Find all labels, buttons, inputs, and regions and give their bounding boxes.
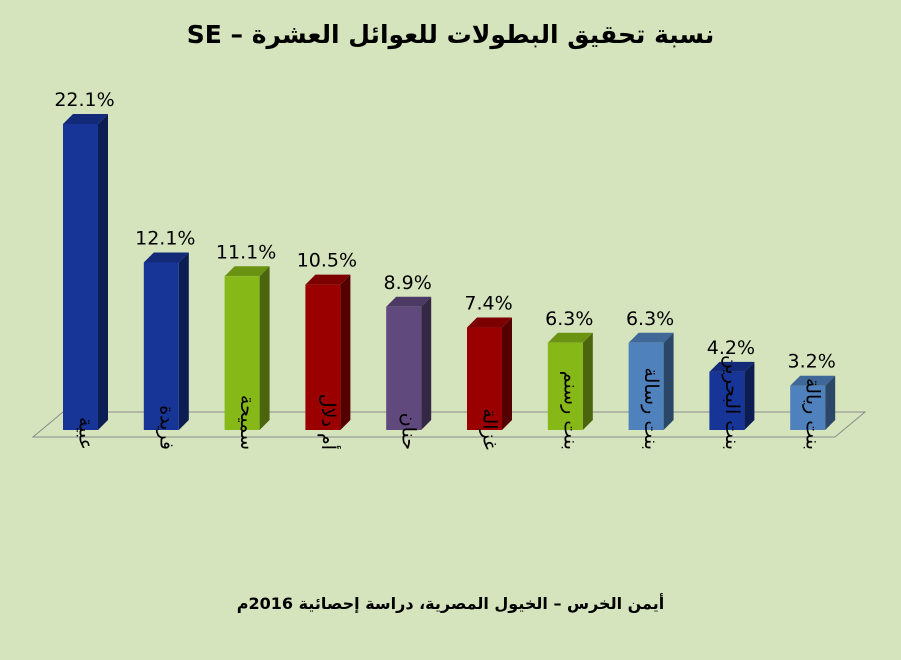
chart-source: أيمن الخرس – الخيول المصرية، دراسة إحصائ…	[236, 594, 665, 613]
category-label: أم دلال	[317, 394, 341, 450]
value-label: 7.4%	[464, 293, 512, 315]
bar-top	[547, 332, 593, 343]
bar-side	[663, 332, 674, 430]
bar-front	[143, 262, 179, 430]
category-label: بنت البحرين	[721, 355, 743, 450]
bar-top	[628, 332, 674, 343]
bar-front	[790, 385, 826, 430]
bar-side	[259, 266, 270, 430]
chart-title: نسبة تحقيق البطولات للعوائل العشرة – SE	[186, 20, 715, 49]
bar-top	[467, 317, 512, 328]
bar-top	[224, 266, 270, 277]
value-label: 6.3%	[545, 308, 593, 330]
bar-top	[305, 274, 351, 285]
bar	[143, 252, 189, 430]
bar-side	[421, 296, 432, 430]
value-label: 10.5%	[297, 250, 357, 272]
bar	[386, 296, 432, 430]
value-label: 6.3%	[626, 308, 674, 330]
bar-side	[582, 332, 593, 430]
value-labels-group: 22.1% 12.1% 11.1% 10.5% 8.9% 7.4% 6.3% 6.3% 4.2%…	[54, 89, 836, 373]
category-label: سميحة	[236, 395, 258, 450]
bar-front	[305, 284, 341, 430]
category-label: حنان	[398, 413, 420, 450]
bar-top	[63, 114, 108, 124]
bar-side	[502, 317, 512, 430]
category-label: بنت ريالة	[802, 378, 824, 450]
bar	[224, 266, 270, 430]
bar-front	[628, 342, 664, 430]
category-label: فريدة	[155, 405, 177, 450]
bar	[628, 332, 674, 430]
category-label: بنت رسنم	[559, 371, 581, 450]
value-label: 4.2%	[707, 337, 755, 359]
value-label: 22.1%	[54, 89, 114, 111]
bar-side	[98, 114, 108, 430]
bar-top	[386, 296, 432, 307]
value-label: 8.9%	[384, 272, 432, 294]
bar-side	[825, 375, 836, 430]
bar-front	[709, 371, 745, 430]
value-label: 3.2%	[788, 351, 836, 373]
bar-front	[63, 124, 98, 430]
bar	[790, 375, 836, 430]
bar	[709, 361, 755, 430]
bar	[467, 317, 512, 430]
bar-front	[547, 342, 583, 430]
bar	[63, 114, 108, 430]
bar-front	[386, 306, 422, 430]
bar-top	[790, 375, 836, 386]
bars-group	[63, 114, 836, 430]
bar-side	[744, 361, 755, 430]
value-label: 11.1%	[216, 241, 276, 263]
bar-top	[143, 252, 189, 263]
bar-front	[224, 276, 260, 430]
bar-top	[709, 361, 755, 372]
bar	[547, 332, 593, 430]
bar-side	[340, 274, 351, 430]
category-label: بنت رسالة	[640, 367, 662, 450]
bar-side	[178, 252, 189, 430]
category-labels-group: عبية فريدة سميحة أم دلال حنان غزالة بنت رسنم بن…	[75, 355, 824, 450]
bar	[305, 274, 351, 430]
bar-front	[467, 327, 502, 430]
category-label: غزالة	[479, 408, 501, 450]
category-label: عبية	[75, 417, 97, 450]
value-label: 12.1%	[135, 227, 195, 249]
